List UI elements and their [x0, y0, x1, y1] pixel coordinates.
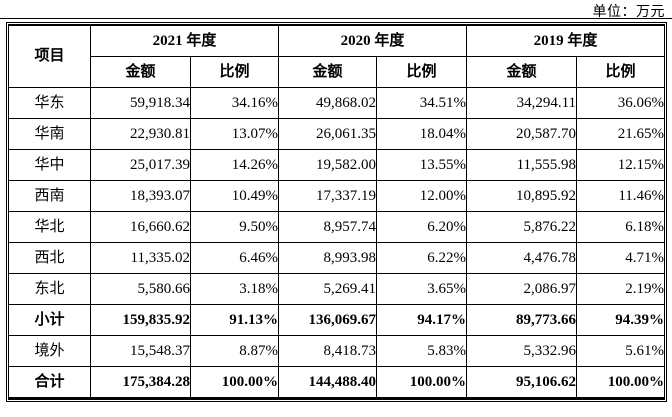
- amount-cell: 95,106.62: [466, 366, 578, 399]
- amount-cell: 26,061.35: [278, 118, 378, 150]
- column-header-amount-2019: 金额: [466, 56, 578, 88]
- amount-cell: 5,332.96: [466, 335, 578, 367]
- header-row-years: 项目 2021 年度 2020 年度 2019 年度: [8, 24, 666, 88]
- amount-cell: 136,069.67: [278, 304, 378, 336]
- column-header-item: 项目: [8, 24, 91, 88]
- row-label: 西南: [8, 180, 91, 212]
- grand-total-row: 合计 175,384.28 100.00% 144,488.40 100.00%…: [8, 366, 666, 399]
- header-row-measures: 金额 比例 金额 比例 金额 比例: [9, 56, 666, 88]
- ratio-cell: 13.07%: [189, 118, 280, 150]
- subtotal-row: 小计 159,835.92 91.13% 136,069.67 94.17% 8…: [8, 304, 666, 336]
- ratio-cell: 3.65%: [376, 273, 468, 305]
- amount-cell: 2,086.97: [466, 273, 578, 305]
- column-header-amount-2021: 金额: [90, 56, 191, 88]
- ratio-cell: 13.55%: [376, 149, 468, 181]
- row-label: 东北: [8, 273, 91, 305]
- ratio-cell: 11.46%: [576, 180, 666, 212]
- table-outer-border: 项目 2021 年度 2020 年度 2019 年度 金额 比例 金额 比例 金…: [6, 22, 668, 402]
- column-header-year-2021: 2021 年度: [89, 24, 280, 57]
- ratio-cell: 94.39%: [576, 304, 666, 336]
- region-revenue-table: 项目 2021 年度 2020 年度 2019 年度 金额 比例 金额 比例 金…: [8, 24, 666, 400]
- row-label: 合计: [8, 366, 91, 399]
- amount-cell: 8,993.98: [278, 242, 378, 274]
- amount-cell: 159,835.92: [90, 304, 191, 336]
- amount-cell: 11,555.98: [466, 149, 578, 181]
- ratio-cell: 12.15%: [576, 149, 666, 181]
- unit-label: 单位：万元: [592, 5, 665, 20]
- ratio-cell: 91.13%: [189, 304, 280, 336]
- amount-cell: 175,384.28: [90, 366, 191, 399]
- row-label: 华东: [8, 87, 91, 119]
- amount-cell: 19,582.00: [278, 149, 378, 181]
- table-row: 西南 18,393.07 10.49% 17,337.19 12.00% 10,…: [8, 180, 666, 212]
- table-row: 华南 22,930.81 13.07% 26,061.35 18.04% 20,…: [8, 118, 666, 150]
- horizontal-rule: [0, 18, 672, 19]
- ratio-cell: 3.18%: [189, 273, 280, 305]
- ratio-cell: 5.61%: [576, 335, 666, 367]
- ratio-cell: 2.19%: [576, 273, 666, 305]
- row-label: 小计: [8, 304, 91, 336]
- amount-cell: 34,294.11: [466, 87, 578, 119]
- ratio-cell: 34.16%: [189, 87, 280, 119]
- amount-cell: 17,337.19: [278, 180, 378, 212]
- table-row: 境外 15,548.37 8.87% 8,418.73 5.83% 5,332.…: [8, 335, 666, 367]
- ratio-cell: 100.00%: [376, 366, 468, 399]
- table-row: 华中 25,017.39 14.26% 19,582.00 13.55% 11,…: [8, 149, 666, 181]
- row-label: 西北: [8, 242, 91, 274]
- amount-cell: 8,418.73: [278, 335, 378, 367]
- table-row: 华东 59,918.34 34.16% 49,868.02 34.51% 34,…: [8, 87, 666, 119]
- column-header-ratio-2019: 比例: [576, 56, 666, 88]
- ratio-cell: 6.46%: [189, 242, 280, 274]
- ratio-cell: 10.49%: [189, 180, 280, 212]
- ratio-cell: 12.00%: [376, 180, 468, 212]
- amount-cell: 144,488.40: [278, 366, 378, 399]
- amount-cell: 89,773.66: [466, 304, 578, 336]
- ratio-cell: 18.04%: [376, 118, 468, 150]
- column-header-year-2019: 2019 年度: [466, 24, 666, 57]
- ratio-cell: 6.22%: [376, 242, 468, 274]
- column-header-amount-2020: 金额: [278, 56, 378, 88]
- table-row: 东北 5,580.66 3.18% 5,269.41 3.65% 2,086.9…: [8, 273, 666, 305]
- amount-cell: 18,393.07: [90, 180, 191, 212]
- amount-cell: 20,587.70: [466, 118, 578, 150]
- amount-cell: 22,930.81: [90, 118, 191, 150]
- row-label: 华南: [8, 118, 91, 150]
- amount-cell: 16,660.62: [90, 211, 191, 243]
- ratio-cell: 8.87%: [189, 335, 280, 367]
- amount-cell: 5,269.41: [278, 273, 378, 305]
- column-header-ratio-2021: 比例: [189, 56, 280, 88]
- ratio-cell: 21.65%: [576, 118, 666, 150]
- amount-cell: 49,868.02: [278, 87, 378, 119]
- amount-cell: 15,548.37: [90, 335, 191, 367]
- column-header-year-2020: 2020 年度: [278, 24, 468, 57]
- ratio-cell: 34.51%: [376, 87, 468, 119]
- row-label: 境外: [8, 335, 91, 367]
- amount-cell: 8,957.74: [278, 211, 378, 243]
- ratio-cell: 9.50%: [189, 211, 280, 243]
- row-label: 华北: [8, 211, 91, 243]
- ratio-cell: 100.00%: [576, 366, 666, 399]
- table-row: 西北 11,335.02 6.46% 8,993.98 6.22% 4,476.…: [8, 242, 666, 274]
- amount-cell: 59,918.34: [90, 87, 191, 119]
- ratio-cell: 5.83%: [376, 335, 468, 367]
- ratio-cell: 4.71%: [576, 242, 666, 274]
- amount-cell: 5,876.22: [466, 211, 578, 243]
- row-label: 华中: [8, 149, 91, 181]
- ratio-cell: 6.18%: [576, 211, 666, 243]
- ratio-cell: 36.06%: [576, 87, 666, 119]
- ratio-cell: 100.00%: [189, 366, 280, 399]
- ratio-cell: 14.26%: [189, 149, 280, 181]
- amount-cell: 4,476.78: [466, 242, 578, 274]
- ratio-cell: 94.17%: [376, 304, 468, 336]
- amount-cell: 5,580.66: [90, 273, 191, 305]
- amount-cell: 10,895.92: [466, 180, 578, 212]
- amount-cell: 25,017.39: [90, 149, 191, 181]
- ratio-cell: 6.20%: [376, 211, 468, 243]
- amount-cell: 11,335.02: [90, 242, 191, 274]
- table-row: 华北 16,660.62 9.50% 8,957.74 6.20% 5,876.…: [8, 211, 666, 243]
- column-header-ratio-2020: 比例: [376, 56, 468, 88]
